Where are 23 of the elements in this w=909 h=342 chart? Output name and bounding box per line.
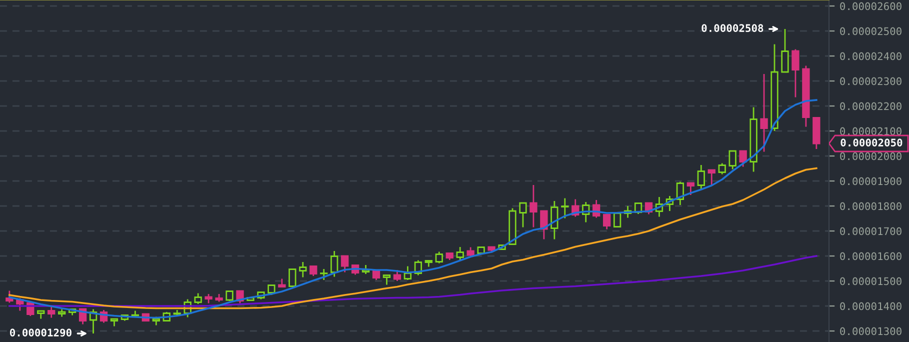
y-tick-label: 0.00001400 [840, 302, 902, 310]
text: 0.00002050 [840, 138, 902, 147]
y-tick-label: 0.00001800 [840, 202, 902, 210]
y-tick-label: 0.00001700 [840, 227, 902, 236]
candlestick [760, 73, 768, 152]
annotation: 0.00001290 [10, 328, 72, 337]
candlestick [530, 184, 538, 228]
y-tick-label: 0.00002400 [840, 52, 902, 60]
y-tick-label: 0.00002500 [840, 27, 902, 36]
candlestick [750, 106, 758, 172]
y-tick-label: 0.00001600 [840, 252, 902, 260]
annotation: 0.00002508 [702, 24, 764, 32]
y-tick-label: 0.00001900 [840, 177, 902, 186]
candlestick [299, 261, 307, 278]
y-tick-label: 0.00002000 [840, 152, 902, 160]
y-tick-label: 0.00002200 [840, 102, 902, 110]
y-tick-label: 0.00002100 [840, 127, 902, 136]
y-tick-label: 0.00002300 [840, 77, 902, 86]
y-tick-label: 0.00001300 [840, 327, 902, 336]
candlestick [561, 198, 569, 219]
y-tick-label: 0.00002600 [840, 2, 902, 10]
candlestick [550, 200, 558, 240]
y-tick-label: 0.00001500 [840, 277, 902, 286]
